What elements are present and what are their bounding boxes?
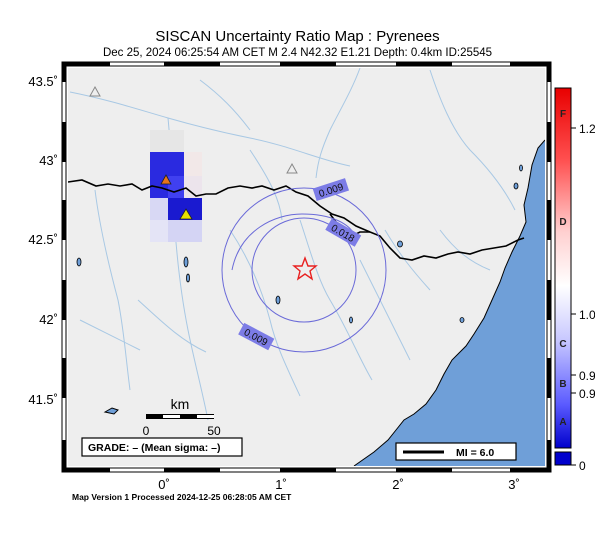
colorbar-value: 0.9 xyxy=(579,387,595,401)
lon-axis: 0˚ 1˚ 2˚ 3˚ xyxy=(158,477,520,492)
lon-label: 0˚ xyxy=(158,477,170,492)
lat-label: 43˚ xyxy=(39,153,58,168)
epicenter-star-icon xyxy=(292,256,318,281)
map-title: SISCAN Uncertainty Ratio Map : Pyrenees xyxy=(155,28,440,45)
footer-note: Map Version 1 Processed 2024-12-25 06:28… xyxy=(72,492,292,502)
colorbar-value: 1.0 xyxy=(579,308,595,322)
lakes xyxy=(76,164,523,324)
grade-letter: F xyxy=(560,109,566,120)
station-triangle-icon xyxy=(286,162,298,174)
coastline xyxy=(353,139,545,466)
uncertainty-contours xyxy=(221,187,387,353)
colorbar: F D C B A 1.2 1.0 0.9 0.9 0 xyxy=(554,87,595,473)
grade-letter: B xyxy=(559,379,566,390)
colorbar-value: 1.2 xyxy=(579,122,595,136)
grade-letter: C xyxy=(559,339,566,350)
lat-label: 42˚ xyxy=(39,312,58,327)
scale-unit: km xyxy=(171,396,190,412)
colorbar-value: 0 xyxy=(579,459,586,473)
colorbar-value: 0.9 xyxy=(579,369,595,383)
map-frame xyxy=(61,61,552,473)
sea-area xyxy=(354,140,545,466)
mi-legend-text: MI = 6.0 xyxy=(456,447,494,459)
map-subtitle: Dec 25, 2024 06:25:54 AM CET M 2.4 N42.3… xyxy=(102,47,493,59)
scale-tick: 50 xyxy=(207,424,221,438)
lat-label: 41.5˚ xyxy=(28,392,58,407)
lon-label: 1˚ xyxy=(275,477,287,492)
island xyxy=(103,407,119,415)
grade-letter: A xyxy=(559,417,566,428)
lon-label: 2˚ xyxy=(392,477,404,492)
station-triangle-icon xyxy=(89,85,101,97)
scale-tick: 0 xyxy=(143,424,150,438)
station-triangle-icon xyxy=(179,208,193,220)
mi-legend-box: MI = 6.0 xyxy=(395,442,517,461)
lat-label: 43.5˚ xyxy=(28,74,58,89)
grade-letter: D xyxy=(559,217,566,228)
grade-box: GRADE: – (Mean sigma: –) xyxy=(81,437,243,457)
station-triangle-icon xyxy=(160,174,172,185)
grade-text: GRADE: – (Mean sigma: –) xyxy=(88,442,220,454)
map-area: 0.009 0.018 0.009 km 0 50 xyxy=(68,68,545,466)
lat-axis: 43.5˚ 43˚ 42.5˚ 42˚ 41.5˚ xyxy=(28,74,58,407)
lon-label: 3˚ xyxy=(508,477,520,492)
uncertainty-cells xyxy=(150,130,202,242)
lat-label: 42.5˚ xyxy=(28,232,58,247)
scale-bar: km 0 50 xyxy=(143,396,221,438)
